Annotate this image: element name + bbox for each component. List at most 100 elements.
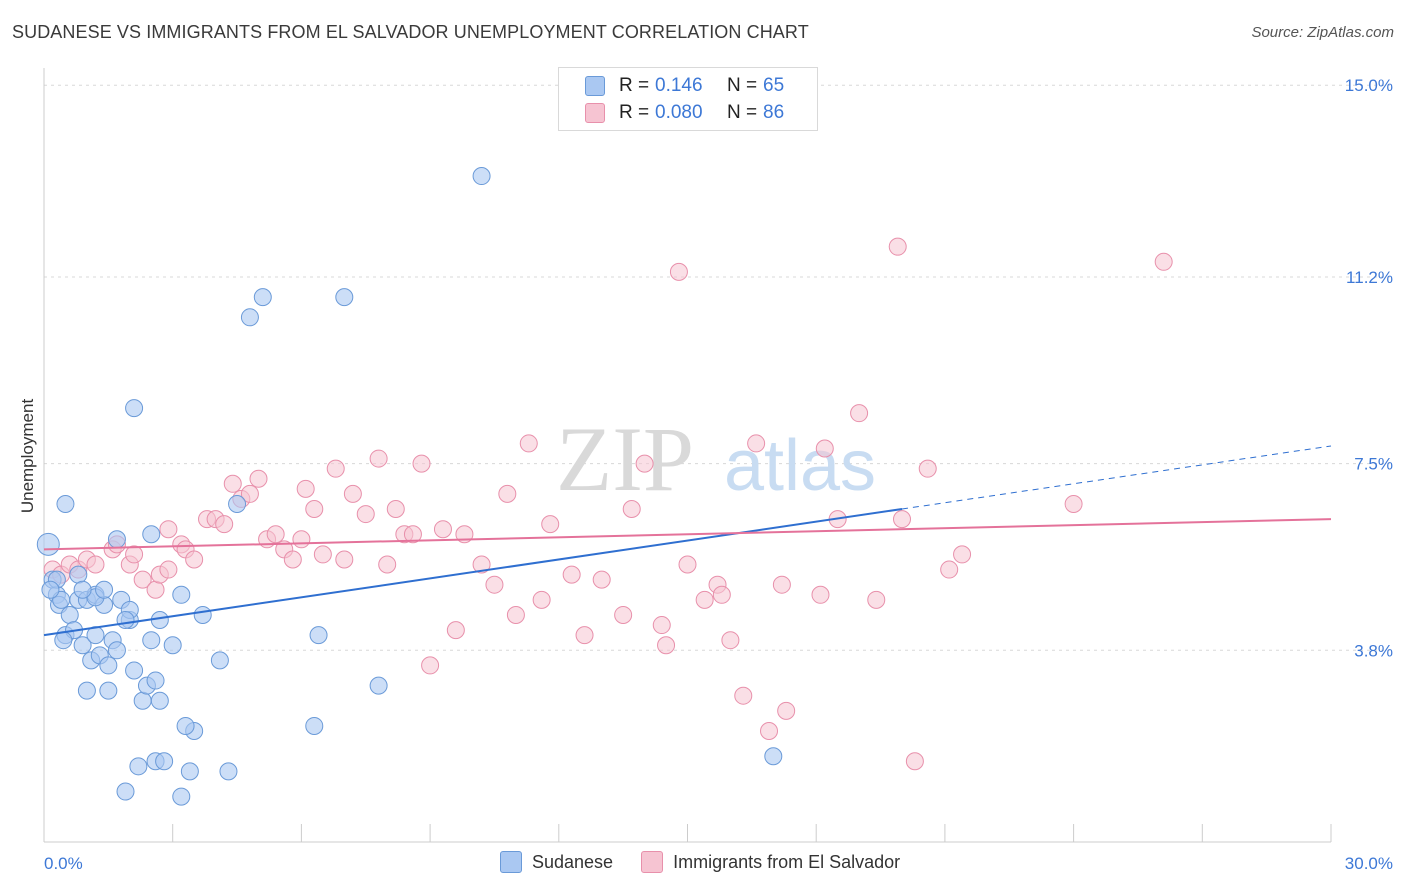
x-tick-label: 0.0% bbox=[44, 854, 83, 873]
data-point-sudanese bbox=[309, 626, 328, 645]
data-point-sudanese bbox=[163, 636, 182, 655]
r-value: 0.080 bbox=[655, 102, 703, 123]
data-point-el-salvador bbox=[905, 752, 924, 771]
data-point-el-salvador bbox=[657, 636, 676, 655]
data-point-sudanese bbox=[116, 611, 135, 630]
data-point-el-salvador bbox=[472, 555, 491, 574]
legend-row-el-salvador: R = 0.080 N = 86 bbox=[585, 100, 784, 126]
data-point-sudanese bbox=[193, 605, 212, 624]
data-point-el-salvador bbox=[159, 560, 178, 579]
data-point-sudanese bbox=[146, 671, 165, 690]
data-point-sudanese bbox=[107, 530, 126, 549]
legend-item-el-salvador[interactable]: Immigrants from El Salvador bbox=[641, 851, 900, 873]
data-point-sudanese bbox=[77, 681, 96, 700]
y-tick-label: 15.0% bbox=[1345, 76, 1393, 95]
data-point-sudanese bbox=[335, 288, 354, 307]
data-point-sudanese bbox=[69, 565, 88, 584]
data-point-el-salvador bbox=[893, 510, 911, 529]
legend-item-sudanese[interactable]: Sudanese bbox=[500, 851, 613, 873]
data-point-el-salvador bbox=[541, 515, 560, 534]
data-point-el-salvador bbox=[652, 616, 671, 635]
data-point-sudanese bbox=[180, 762, 199, 781]
r-value: 0.146 bbox=[655, 75, 703, 96]
y-tick-label: 11.2% bbox=[1346, 268, 1393, 287]
y-tick-label: 3.8% bbox=[1354, 641, 1393, 660]
data-point-el-salvador bbox=[378, 555, 397, 574]
data-point-el-salvador bbox=[313, 545, 332, 564]
data-point-el-salvador bbox=[266, 525, 285, 544]
data-point-el-salvador bbox=[940, 560, 959, 579]
data-point-sudanese bbox=[56, 494, 75, 513]
data-point-sudanese bbox=[219, 762, 238, 781]
data-point-el-salvador bbox=[678, 555, 697, 574]
grid-lines bbox=[44, 84, 1390, 651]
data-point-el-salvador bbox=[695, 590, 714, 609]
data-point-el-salvador bbox=[815, 439, 834, 458]
data-point-el-salvador bbox=[575, 626, 594, 645]
data-point-sudanese bbox=[99, 681, 118, 700]
data-point-sudanese bbox=[133, 691, 152, 710]
n-value: 86 bbox=[763, 102, 785, 123]
data-point-sudanese bbox=[142, 525, 161, 544]
data-point-el-salvador bbox=[669, 262, 688, 281]
data-point-sudanese bbox=[764, 747, 783, 766]
n-label: N = bbox=[727, 75, 758, 96]
legend-row-sudanese: R = 0.146 N = 65 bbox=[585, 73, 784, 99]
data-point-sudanese bbox=[54, 631, 73, 650]
data-point-el-salvador bbox=[734, 686, 753, 705]
data-point-el-salvador bbox=[622, 500, 641, 519]
data-point-sudanese bbox=[125, 399, 144, 418]
source-label: Source: ZipAtlas.com bbox=[1251, 24, 1394, 41]
data-point-el-salvador bbox=[249, 469, 268, 488]
data-point-sudanese bbox=[99, 656, 118, 675]
data-point-sudanese bbox=[253, 288, 272, 307]
data-point-el-salvador bbox=[412, 454, 431, 473]
data-point-el-salvador bbox=[215, 515, 234, 534]
data-point-sudanese bbox=[369, 676, 388, 695]
data-point-el-salvador bbox=[159, 520, 178, 539]
data-point-el-salvador bbox=[146, 580, 165, 599]
data-point-el-salvador bbox=[1154, 252, 1173, 271]
data-point-sudanese bbox=[73, 636, 92, 655]
data-point-el-salvador bbox=[747, 434, 766, 453]
data-point-el-salvador bbox=[918, 459, 937, 478]
correlation-legend: R = 0.146 N = 65 R = 0.080 N = 86 bbox=[558, 67, 818, 131]
data-point-el-salvador bbox=[867, 590, 886, 609]
data-point-sudanese bbox=[73, 580, 92, 599]
data-point-el-salvador bbox=[532, 590, 551, 609]
data-point-sudanese bbox=[125, 661, 144, 680]
data-point-el-salvador bbox=[888, 237, 907, 256]
data-point-el-salvador bbox=[446, 621, 465, 640]
blue-swatch bbox=[585, 76, 605, 96]
data-point-sudanese bbox=[142, 631, 161, 650]
data-point-sudanese bbox=[176, 716, 195, 735]
data-point-el-salvador bbox=[712, 585, 731, 604]
tick-labels: 3.8% 7.5% 11.2% 15.0% 0.0% 30.0% bbox=[44, 76, 1393, 873]
data-point-sudanese bbox=[472, 167, 491, 186]
data-point-el-salvador bbox=[326, 459, 345, 478]
pink-swatch bbox=[641, 851, 664, 873]
trend-lines bbox=[43, 445, 1332, 637]
data-point-el-salvador bbox=[133, 570, 152, 589]
data-point-el-salvador bbox=[777, 701, 796, 720]
data-point-sudanese bbox=[172, 585, 191, 604]
data-point-sudanese bbox=[150, 611, 169, 630]
blue-swatch bbox=[500, 851, 522, 873]
chart-title: SUDANESE VS IMMIGRANTS FROM EL SALVADOR … bbox=[12, 22, 809, 42]
data-point-el-salvador bbox=[86, 555, 105, 574]
y-tick-label: 7.5% bbox=[1354, 455, 1393, 474]
pink-swatch bbox=[585, 103, 605, 123]
data-point-el-salvador bbox=[240, 484, 259, 503]
data-point-el-salvador bbox=[562, 565, 581, 584]
data-point-sudanese bbox=[210, 651, 229, 670]
data-point-el-salvador bbox=[614, 605, 633, 624]
data-point-el-salvador bbox=[283, 550, 302, 569]
series-pink-points bbox=[43, 237, 1173, 771]
series-legend: Sudanese Immigrants from El Salvador bbox=[500, 851, 928, 873]
data-point-el-salvador bbox=[386, 500, 405, 519]
data-point-el-salvador bbox=[485, 575, 504, 594]
watermark: ZIP atlas bbox=[556, 408, 876, 510]
data-point-sudanese bbox=[41, 580, 60, 599]
data-point-el-salvador bbox=[772, 575, 791, 594]
